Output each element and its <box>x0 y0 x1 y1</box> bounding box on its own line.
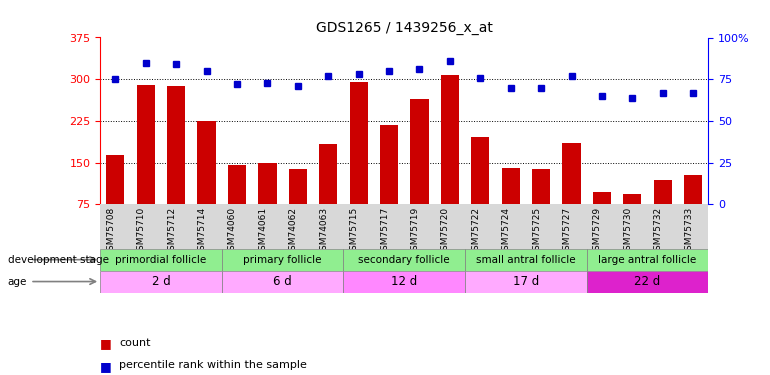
Text: GSM75712: GSM75712 <box>167 207 176 256</box>
Bar <box>222 249 343 271</box>
Text: GSM75727: GSM75727 <box>563 207 571 256</box>
Bar <box>106 155 125 204</box>
Bar <box>136 85 155 204</box>
Text: ■: ■ <box>100 338 112 351</box>
Bar <box>440 75 459 204</box>
Text: secondary follicle: secondary follicle <box>359 255 450 265</box>
Text: 22 d: 22 d <box>634 275 661 288</box>
Text: age: age <box>8 276 27 286</box>
Bar <box>350 82 368 204</box>
Text: GSM75708: GSM75708 <box>106 207 115 256</box>
Bar <box>465 249 587 271</box>
Text: 12 d: 12 d <box>391 275 417 288</box>
Bar <box>380 125 398 204</box>
Bar <box>343 249 465 271</box>
Bar <box>587 249 708 271</box>
Text: 6 d: 6 d <box>273 275 292 288</box>
Text: GSM75717: GSM75717 <box>380 207 389 256</box>
Text: large antral follicle: large antral follicle <box>598 255 697 265</box>
Text: GSM74060: GSM74060 <box>228 207 237 256</box>
Text: GSM75729: GSM75729 <box>593 207 602 256</box>
Bar <box>289 170 307 204</box>
Text: percentile rank within the sample: percentile rank within the sample <box>119 360 307 370</box>
Text: GSM75733: GSM75733 <box>685 207 693 256</box>
Bar <box>501 168 520 204</box>
Text: GSM75714: GSM75714 <box>198 207 206 256</box>
Text: primary follicle: primary follicle <box>243 255 322 265</box>
Bar <box>410 99 429 204</box>
Bar <box>532 170 551 204</box>
Text: GSM74062: GSM74062 <box>289 207 298 256</box>
Text: GSM74061: GSM74061 <box>259 207 267 256</box>
Text: 17 d: 17 d <box>513 275 539 288</box>
Text: development stage: development stage <box>8 255 109 265</box>
Bar <box>623 194 641 204</box>
Bar <box>197 122 216 204</box>
Bar <box>100 249 222 271</box>
Text: GSM75722: GSM75722 <box>471 207 480 256</box>
Text: GSM75719: GSM75719 <box>410 207 420 256</box>
Text: GSM75715: GSM75715 <box>350 207 359 256</box>
Bar <box>222 271 343 292</box>
Bar <box>471 136 490 204</box>
Text: ■: ■ <box>100 360 112 373</box>
Bar <box>319 144 337 204</box>
Bar <box>167 86 186 204</box>
Title: GDS1265 / 1439256_x_at: GDS1265 / 1439256_x_at <box>316 21 493 35</box>
Text: 2 d: 2 d <box>152 275 170 288</box>
Bar <box>593 192 611 204</box>
Text: GSM75720: GSM75720 <box>441 207 450 256</box>
Text: GSM75724: GSM75724 <box>502 207 511 256</box>
Bar <box>684 175 702 204</box>
Text: small antral follicle: small antral follicle <box>476 255 576 265</box>
Text: GSM74063: GSM74063 <box>320 207 328 256</box>
Text: GSM75732: GSM75732 <box>654 207 663 256</box>
Bar <box>562 143 581 204</box>
Bar <box>228 165 246 204</box>
Text: primordial follicle: primordial follicle <box>116 255 206 265</box>
Bar <box>258 163 276 204</box>
Text: GSM75730: GSM75730 <box>624 207 632 256</box>
Text: count: count <box>119 338 151 348</box>
Text: GSM75725: GSM75725 <box>532 207 541 256</box>
Bar <box>343 271 465 292</box>
Text: GSM75710: GSM75710 <box>137 207 146 256</box>
Bar <box>587 271 708 292</box>
Bar <box>100 271 222 292</box>
Bar <box>465 271 587 292</box>
Bar <box>654 180 672 204</box>
